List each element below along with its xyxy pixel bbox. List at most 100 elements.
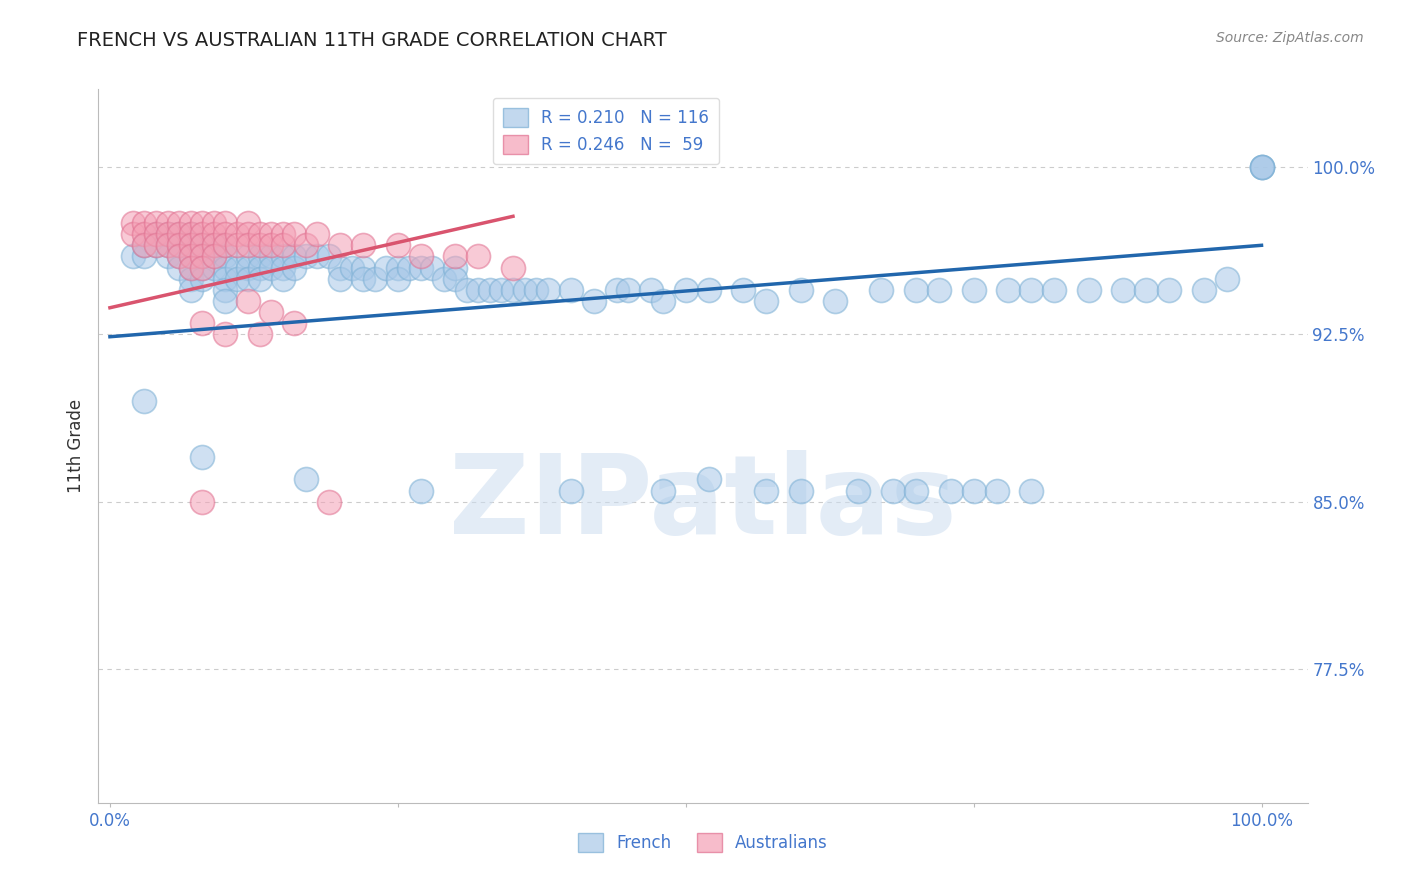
Point (456, 283, 478, 297)
Point (882, 483, 904, 498)
Point (249, 227, 271, 241)
Point (214, 271, 236, 285)
Point (467, 283, 489, 297)
Point (156, 249, 179, 263)
Point (962, 283, 984, 297)
Point (236, 293, 259, 308)
Point (283, 249, 305, 263)
Point (225, 260, 247, 275)
Point (145, 216, 167, 230)
Point (214, 249, 236, 263)
Point (134, 249, 156, 263)
Point (145, 238, 167, 252)
Point (697, 472, 720, 486)
Point (214, 327, 236, 342)
Point (1250, 160, 1272, 174)
Point (191, 260, 214, 275)
Point (283, 316, 305, 330)
Point (651, 483, 673, 498)
Point (1250, 160, 1272, 174)
Point (249, 271, 271, 285)
Point (260, 238, 283, 252)
Point (156, 238, 179, 252)
Point (249, 249, 271, 263)
Point (755, 293, 778, 308)
Point (364, 271, 387, 285)
Point (134, 238, 156, 252)
Point (824, 293, 846, 308)
Point (134, 216, 156, 230)
Point (260, 227, 283, 241)
Point (329, 271, 352, 285)
Point (318, 494, 340, 508)
Point (191, 450, 214, 464)
Point (167, 216, 190, 230)
Point (444, 249, 467, 263)
Point (905, 483, 928, 498)
Point (156, 227, 179, 241)
Point (134, 227, 156, 241)
Point (202, 249, 225, 263)
Point (905, 283, 928, 297)
Point (191, 238, 214, 252)
Point (375, 260, 398, 275)
Point (180, 249, 202, 263)
Point (582, 293, 605, 308)
Point (1192, 283, 1215, 297)
Point (191, 249, 214, 263)
Point (260, 249, 283, 263)
Point (214, 238, 236, 252)
Point (156, 216, 179, 230)
Point (260, 260, 283, 275)
Point (191, 249, 214, 263)
Point (134, 394, 156, 409)
Point (790, 483, 813, 498)
Point (318, 249, 340, 263)
Point (1159, 283, 1181, 297)
Point (225, 271, 247, 285)
Point (651, 293, 673, 308)
Point (433, 271, 456, 285)
Point (1112, 283, 1135, 297)
Point (307, 227, 329, 241)
Point (145, 238, 167, 252)
Point (283, 260, 305, 275)
Point (202, 227, 225, 241)
Point (191, 271, 214, 285)
Point (617, 283, 640, 297)
Point (180, 238, 202, 252)
Point (202, 238, 225, 252)
Point (225, 238, 247, 252)
Point (236, 216, 259, 230)
Point (398, 260, 420, 275)
Point (202, 260, 225, 275)
Point (134, 238, 156, 252)
Point (1019, 483, 1042, 498)
Text: Source: ZipAtlas.com: Source: ZipAtlas.com (1216, 31, 1364, 45)
Point (180, 216, 202, 230)
Point (560, 283, 582, 297)
Point (214, 260, 236, 275)
Point (145, 227, 167, 241)
Text: FRENCH VS AUSTRALIAN 11TH GRADE CORRELATION CHART: FRENCH VS AUSTRALIAN 11TH GRADE CORRELAT… (77, 31, 666, 50)
Point (167, 227, 190, 241)
Point (167, 260, 190, 275)
Point (260, 305, 283, 319)
Point (1077, 283, 1099, 297)
Point (790, 283, 813, 297)
Point (180, 227, 202, 241)
Point (387, 271, 409, 285)
Point (236, 271, 259, 285)
Point (1250, 160, 1272, 174)
Point (329, 260, 352, 275)
Point (997, 283, 1019, 297)
Point (249, 238, 271, 252)
Point (409, 483, 432, 498)
Point (122, 249, 145, 263)
Point (606, 283, 628, 297)
Point (214, 283, 236, 297)
Point (214, 238, 236, 252)
Point (352, 260, 374, 275)
Point (387, 238, 409, 252)
Point (191, 316, 214, 330)
